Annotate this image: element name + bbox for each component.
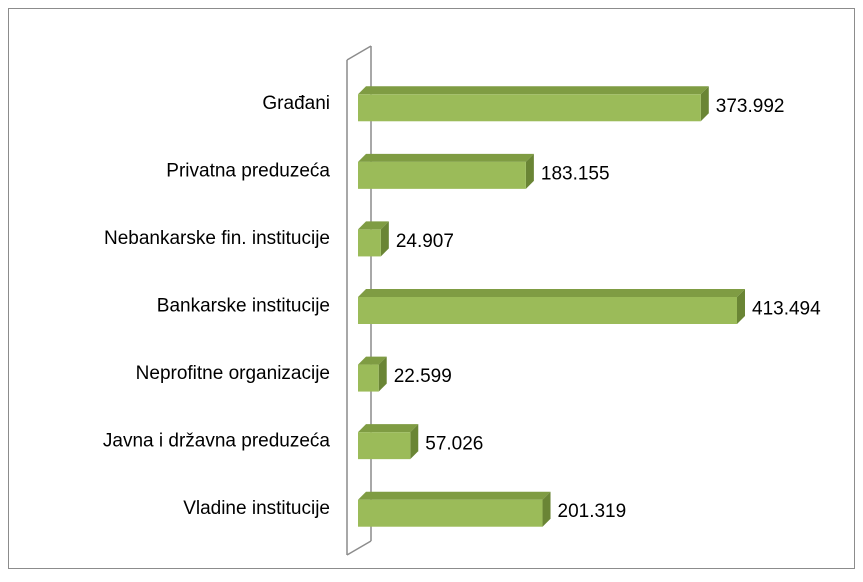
value-label: 57.026 bbox=[425, 434, 483, 455]
value-label: 22.599 bbox=[394, 366, 452, 387]
bar bbox=[358, 229, 381, 257]
bar-top bbox=[358, 86, 709, 95]
bar bbox=[358, 161, 526, 189]
bar bbox=[358, 364, 379, 392]
bar-top bbox=[358, 289, 745, 297]
bar-top bbox=[358, 221, 389, 230]
bar bbox=[358, 94, 701, 122]
bar bbox=[358, 499, 543, 527]
category-label: Neprofitne organizacije bbox=[136, 363, 330, 384]
bar-side bbox=[380, 221, 389, 257]
bar-top bbox=[358, 424, 419, 433]
category-label: Privatna preduzeća bbox=[166, 160, 330, 181]
value-label: 201.319 bbox=[558, 501, 627, 522]
bar-side bbox=[737, 289, 745, 324]
category-label: Javna i državna preduzeća bbox=[103, 431, 331, 452]
value-label: 413.494 bbox=[752, 299, 821, 320]
bar-top bbox=[358, 153, 534, 162]
value-label: 183.155 bbox=[541, 163, 610, 184]
bar-top bbox=[358, 356, 387, 365]
bar-side bbox=[542, 491, 551, 527]
category-label: Vladine institucije bbox=[183, 498, 330, 519]
bar bbox=[358, 297, 737, 324]
bar-top bbox=[358, 491, 551, 500]
category-label: Građani bbox=[262, 93, 330, 114]
bar-side bbox=[410, 424, 419, 460]
bar-side bbox=[525, 153, 534, 189]
value-label: 373.992 bbox=[716, 96, 785, 117]
bar bbox=[358, 432, 411, 460]
category-label: Bankarske institucije bbox=[157, 296, 330, 317]
bar-side bbox=[700, 86, 709, 122]
value-label: 24.907 bbox=[396, 231, 454, 252]
bar-side bbox=[378, 356, 387, 392]
category-label: Nebankarske fin. institucije bbox=[104, 228, 330, 249]
